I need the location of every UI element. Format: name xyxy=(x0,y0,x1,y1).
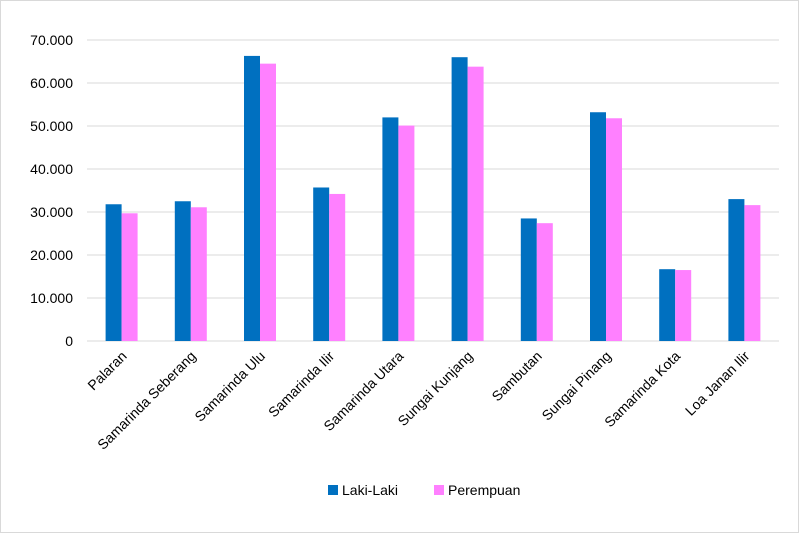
x-tick-label: Loa Janan Ilir xyxy=(682,348,753,419)
legend-label: Laki-Laki xyxy=(342,482,398,498)
y-tick-label: 70.000 xyxy=(30,32,73,48)
legend-swatch xyxy=(328,485,338,495)
y-tick-label: 20.000 xyxy=(30,247,73,263)
bar-perempuan xyxy=(606,118,622,341)
x-tick-label: Palaran xyxy=(84,348,129,393)
y-tick-label: 60.000 xyxy=(30,75,73,91)
bar-perempuan xyxy=(329,193,346,341)
bar-laki-laki xyxy=(382,117,399,342)
bar-perempuan xyxy=(190,207,207,341)
bar-perempuan xyxy=(536,223,553,341)
x-tick-label: Samarinda Ulu xyxy=(191,348,268,425)
x-tick-label: Sungai Pinang xyxy=(538,348,614,424)
y-tick-label: 10.000 xyxy=(30,290,73,306)
bar-perempuan xyxy=(398,125,415,341)
bar-perempuan xyxy=(260,63,276,342)
bar-laki-laki xyxy=(590,112,606,342)
x-tick-label: Samarinda Kota xyxy=(601,348,683,430)
y-tick-label: 40.000 xyxy=(30,161,73,177)
bar-laki-laki xyxy=(105,204,122,341)
x-tick-label: Samarinda Ilir xyxy=(265,348,338,421)
legend-label: Perempuan xyxy=(448,482,520,498)
bar-laki-laki xyxy=(451,57,468,341)
bar-perempuan xyxy=(467,66,484,341)
bar-laki-laki xyxy=(244,55,260,341)
x-tick-label: Sambutan xyxy=(488,348,544,404)
bar-laki-laki xyxy=(659,269,676,341)
bar-laki-laki xyxy=(313,187,330,341)
bar-laki-laki xyxy=(728,199,745,341)
y-tick-label: 30.000 xyxy=(30,204,73,220)
bar-perempuan xyxy=(744,205,761,341)
bar-laki-laki xyxy=(174,201,191,341)
y-tick-label: 50.000 xyxy=(30,118,73,134)
legend-swatch xyxy=(434,485,444,495)
x-tick-label: Sungai Kunjang xyxy=(394,348,475,429)
y-tick-label: 0 xyxy=(65,333,73,349)
bar-perempuan xyxy=(121,213,138,341)
bar-perempuan xyxy=(675,270,692,341)
bar-laki-laki xyxy=(520,218,537,341)
